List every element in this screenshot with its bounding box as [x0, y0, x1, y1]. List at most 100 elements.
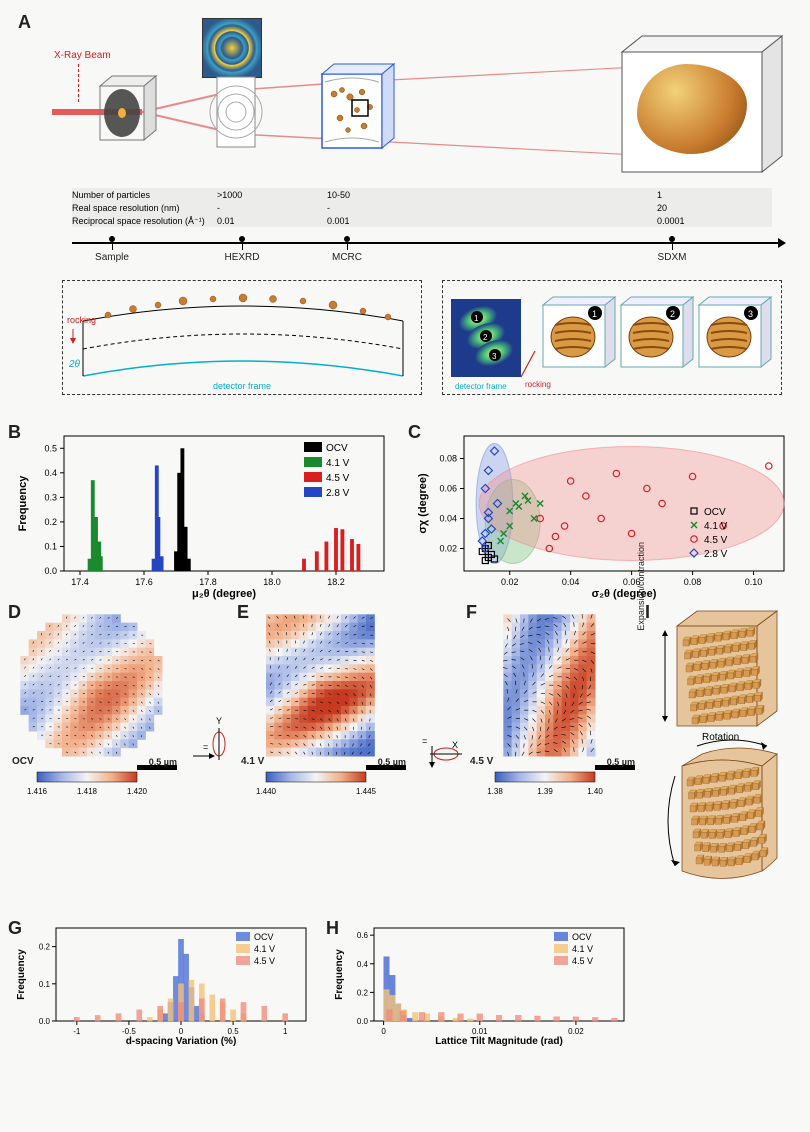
state-E: 4.1 V	[241, 756, 264, 767]
svg-text:Frequency: Frequency	[334, 949, 345, 1000]
chart-H: 00.010.020.00.20.40.6Lattice Tilt Magnit…	[330, 922, 630, 1047]
svg-text:1.39: 1.39	[537, 787, 553, 796]
svg-text:0.0001: 0.0001	[657, 216, 685, 226]
heatmap-E: 4.1 V 0.5 µm 1.440 1.445	[241, 606, 406, 801]
svg-text:0.4: 0.4	[44, 468, 57, 478]
svg-text:2.8 V: 2.8 V	[704, 549, 728, 560]
svg-text:detector frame: detector frame	[213, 381, 271, 391]
svg-text:σχ (degree): σχ (degree)	[417, 473, 429, 534]
svg-text:0.1: 0.1	[39, 980, 51, 989]
svg-text:1.420: 1.420	[127, 787, 148, 796]
svg-text:0.1: 0.1	[44, 541, 57, 551]
heatmap-F: 4.5 V 0.5 µm 1.381.391.40	[470, 606, 635, 801]
svg-text:4.5 V: 4.5 V	[326, 473, 350, 484]
scalebar-F: 0.5 µm	[607, 757, 635, 767]
svg-text:4.1 V: 4.1 V	[326, 458, 350, 469]
svg-text:=: =	[203, 742, 208, 752]
svg-text:d-spacing Variation (%): d-spacing Variation (%)	[126, 1036, 237, 1047]
svg-text:1: 1	[592, 309, 597, 319]
svg-text:2.8 V: 2.8 V	[326, 488, 350, 499]
svg-text:rocking: rocking	[67, 315, 96, 325]
svg-text:1.40: 1.40	[587, 787, 603, 796]
svg-text:2: 2	[483, 333, 488, 342]
svg-text:4.1 V: 4.1 V	[704, 521, 728, 532]
svg-text:0.10: 0.10	[745, 577, 763, 587]
svg-text:OCV: OCV	[572, 932, 592, 942]
svg-text:OCV: OCV	[254, 932, 274, 942]
svg-text:4.5 V: 4.5 V	[572, 956, 593, 966]
svg-text:1.418: 1.418	[77, 787, 98, 796]
svg-text:0.0: 0.0	[44, 566, 57, 576]
svg-text:0.02: 0.02	[568, 1027, 584, 1036]
svg-text:-0.5: -0.5	[122, 1027, 136, 1036]
svg-text:μ₂θ (degree): μ₂θ (degree)	[192, 588, 256, 600]
chart-B: 17.417.617.818.018.20.00.10.20.30.40.5μ₂…	[12, 426, 392, 596]
svg-text:OCV: OCV	[326, 443, 348, 454]
svg-text:0.01: 0.01	[217, 216, 235, 226]
svg-text:-: -	[327, 203, 330, 213]
svg-text:detector frame: detector frame	[455, 382, 507, 391]
svg-text:4.1 V: 4.1 V	[254, 944, 275, 954]
svg-text:0.2: 0.2	[357, 988, 369, 997]
panel-I: Expansion/contraction	[647, 606, 797, 896]
svg-text:X: X	[452, 740, 458, 750]
svg-text:Frequency: Frequency	[17, 475, 29, 532]
svg-text:rocking: rocking	[525, 380, 551, 389]
svg-text:17.6: 17.6	[135, 577, 153, 587]
svg-text:0.0: 0.0	[39, 1017, 51, 1026]
svg-text:0.02: 0.02	[439, 544, 457, 554]
scalebar-E: 0.5 µm	[378, 757, 406, 767]
I-top-label: Expansion/contraction	[636, 542, 646, 631]
svg-text:0: 0	[179, 1027, 184, 1036]
svg-text:Frequency: Frequency	[16, 949, 27, 1000]
svg-text:0.4: 0.4	[357, 960, 369, 969]
svg-text:18.2: 18.2	[327, 577, 345, 587]
svg-text:0.08: 0.08	[439, 454, 457, 464]
svg-text:2: 2	[670, 309, 675, 319]
arrow-legend-Y: = Y	[189, 606, 229, 776]
svg-text:4.1 V: 4.1 V	[572, 944, 593, 954]
svg-text:0.5: 0.5	[44, 443, 57, 453]
svg-text:=: =	[422, 736, 427, 746]
svg-text:3: 3	[748, 309, 753, 319]
arrow-legend-X: = X	[418, 606, 458, 776]
svg-text:3: 3	[492, 352, 497, 361]
svg-text:0.6: 0.6	[357, 931, 369, 940]
svg-text:20: 20	[657, 203, 667, 213]
svg-text:0.04: 0.04	[562, 577, 580, 587]
svg-text:0.3: 0.3	[44, 492, 57, 502]
heatmap-D: OCV 0.5 µm 1.416 1.418 1.420	[12, 606, 177, 801]
svg-text:Y: Y	[216, 716, 222, 726]
svg-text:2θ: 2θ	[68, 359, 81, 370]
svg-text:0.08: 0.08	[684, 577, 702, 587]
svg-text:Rotation: Rotation	[702, 732, 739, 743]
chart-G: -1 -0.5 0 0.5 1 0.0 0.1 0.2 d-spacing Variation …	[12, 922, 312, 1047]
mcrc-inset-box: rocking 2θ detector frame	[62, 280, 422, 395]
svg-text:1: 1	[474, 314, 479, 323]
svg-text:0.04: 0.04	[439, 514, 457, 524]
svg-text:σ₂θ (degree): σ₂θ (degree)	[592, 588, 657, 600]
scalebar-D: 0.5 µm	[149, 757, 177, 767]
svg-text:0.5: 0.5	[228, 1027, 240, 1036]
svg-text:17.4: 17.4	[71, 577, 89, 587]
svg-text:0.01: 0.01	[472, 1027, 488, 1036]
svg-text:18.0: 18.0	[263, 577, 281, 587]
svg-text:4.5 V: 4.5 V	[704, 535, 728, 546]
svg-text:0.2: 0.2	[39, 943, 51, 952]
svg-text:OCV: OCV	[704, 507, 726, 518]
svg-text:1.416: 1.416	[27, 787, 48, 796]
svg-text:0.001: 0.001	[327, 216, 350, 226]
svg-text:Lattice Tilt Magnitude (rad): Lattice Tilt Magnitude (rad)	[435, 1036, 563, 1047]
svg-text:Reciprocal space resolution (Å: Reciprocal space resolution (Å⁻¹)	[72, 216, 205, 226]
panel-A: X-Ray Beam	[12, 12, 798, 412]
state-D: OCV	[12, 756, 34, 767]
svg-text:1.445: 1.445	[356, 787, 377, 796]
svg-text:-: -	[217, 203, 220, 213]
svg-text:4.5 V: 4.5 V	[254, 956, 275, 966]
svg-text:-1: -1	[73, 1027, 81, 1036]
chart-C: 0.020.040.060.080.100.020.040.060.08σ₂θ …	[412, 426, 792, 596]
svg-text:1.440: 1.440	[256, 787, 277, 796]
svg-text:1: 1	[283, 1027, 288, 1036]
svg-text:1.38: 1.38	[487, 787, 503, 796]
sdxm-inset-box: 1 2 3 detector frame rocking 1 2 3	[442, 280, 782, 395]
